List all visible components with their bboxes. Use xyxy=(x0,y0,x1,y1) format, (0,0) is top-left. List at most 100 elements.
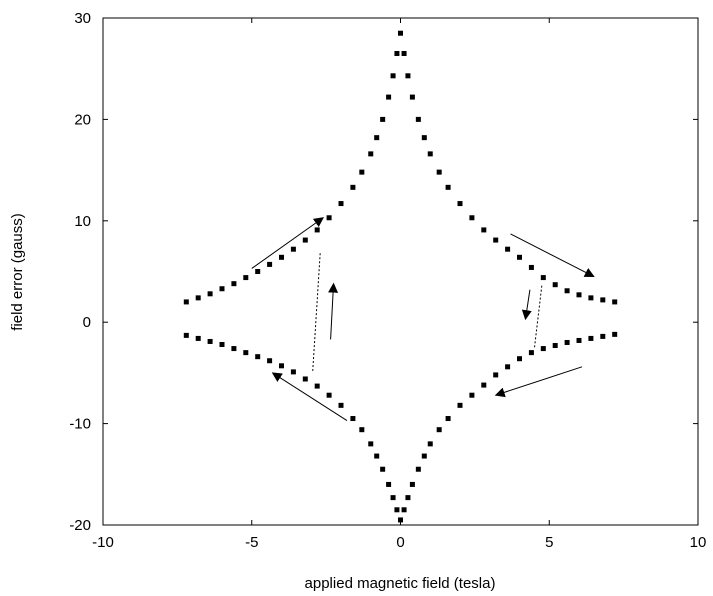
data-point xyxy=(219,286,225,292)
data-point xyxy=(243,275,249,281)
data-point xyxy=(279,254,284,260)
upper-branch xyxy=(183,30,618,305)
left-jump-line xyxy=(312,253,321,371)
data-point xyxy=(445,416,451,422)
data-point xyxy=(326,215,332,221)
data-point xyxy=(183,332,189,338)
data-point xyxy=(231,346,237,352)
data-point xyxy=(359,169,365,175)
data-point xyxy=(207,291,213,297)
data-point xyxy=(314,227,320,233)
data-point xyxy=(576,337,582,343)
upper-right-arrow xyxy=(510,233,595,278)
data-point xyxy=(401,50,407,56)
data-point xyxy=(405,73,411,79)
x-tick-label: -5 xyxy=(245,534,258,551)
data-point xyxy=(243,350,249,356)
data-point xyxy=(368,441,374,447)
data-point xyxy=(398,30,403,36)
data-point xyxy=(409,481,415,487)
data-point xyxy=(398,517,403,523)
data-point xyxy=(540,275,546,281)
data-point xyxy=(231,281,237,287)
data-point xyxy=(183,299,189,305)
data-point xyxy=(359,427,365,433)
data-point xyxy=(368,151,374,157)
data-point xyxy=(564,288,570,294)
lower-left-arrow xyxy=(271,372,348,421)
data-point xyxy=(267,261,273,267)
data-point xyxy=(436,169,442,175)
data-point xyxy=(195,335,201,341)
data-point xyxy=(350,184,356,190)
y-tick-label: 30 xyxy=(74,10,91,27)
data-point xyxy=(380,116,386,122)
data-point xyxy=(394,507,400,513)
data-point xyxy=(588,295,594,301)
data-point xyxy=(576,292,582,298)
data-point xyxy=(350,416,356,422)
data-point xyxy=(612,299,618,305)
data-point xyxy=(457,201,463,207)
data-point xyxy=(436,427,442,433)
data-point xyxy=(374,453,380,459)
data-point xyxy=(207,338,213,344)
x-axis-label: applied magnetic field (tesla) xyxy=(305,575,496,592)
x-tick-label: -10 xyxy=(92,534,114,551)
data-point xyxy=(457,402,463,408)
axis-ticks xyxy=(102,17,699,526)
data-point xyxy=(390,495,396,501)
data-point xyxy=(302,237,308,243)
y-axis-label: field error (gauss) xyxy=(9,213,26,331)
lower-branch xyxy=(183,331,618,523)
data-point xyxy=(338,201,344,207)
data-point xyxy=(290,369,296,375)
data-point xyxy=(427,151,433,157)
data-point xyxy=(374,135,380,141)
data-point xyxy=(552,282,558,288)
x-tick-label: 5 xyxy=(545,534,553,551)
y-tick-label: 10 xyxy=(74,213,91,230)
data-point xyxy=(386,94,392,100)
data-point xyxy=(314,383,320,389)
data-point xyxy=(517,254,522,260)
data-point xyxy=(302,376,308,382)
data-point xyxy=(481,382,487,388)
plot-frame xyxy=(102,17,699,526)
y-tick-label: -10 xyxy=(69,416,91,433)
data-point xyxy=(390,73,396,79)
direction-arrows xyxy=(251,217,595,421)
x-tick-label: 10 xyxy=(690,534,707,551)
data-series xyxy=(183,30,618,523)
data-point xyxy=(195,295,201,301)
data-point xyxy=(517,356,522,362)
x-tick-label: 0 xyxy=(396,534,404,551)
data-point xyxy=(394,50,400,56)
data-point xyxy=(445,184,451,190)
data-point xyxy=(469,215,475,221)
lower-right-arrow xyxy=(494,366,583,398)
data-point xyxy=(469,392,475,398)
data-point xyxy=(421,453,427,459)
data-point xyxy=(540,346,546,352)
transition-lines xyxy=(312,253,543,371)
y-tick-label: 20 xyxy=(74,111,91,128)
data-point xyxy=(493,237,499,243)
data-point xyxy=(415,116,421,122)
data-point xyxy=(401,507,407,513)
data-point xyxy=(386,481,392,487)
data-point xyxy=(427,441,433,447)
data-point xyxy=(588,335,594,341)
data-point xyxy=(505,246,511,252)
upper-left-arrow xyxy=(251,217,324,269)
data-point xyxy=(415,466,421,472)
data-point xyxy=(290,246,296,252)
data-point xyxy=(421,135,427,141)
data-point xyxy=(564,339,570,345)
data-point xyxy=(267,358,273,364)
right-jump-line xyxy=(533,285,543,349)
data-point xyxy=(552,343,558,349)
data-point xyxy=(505,364,511,370)
